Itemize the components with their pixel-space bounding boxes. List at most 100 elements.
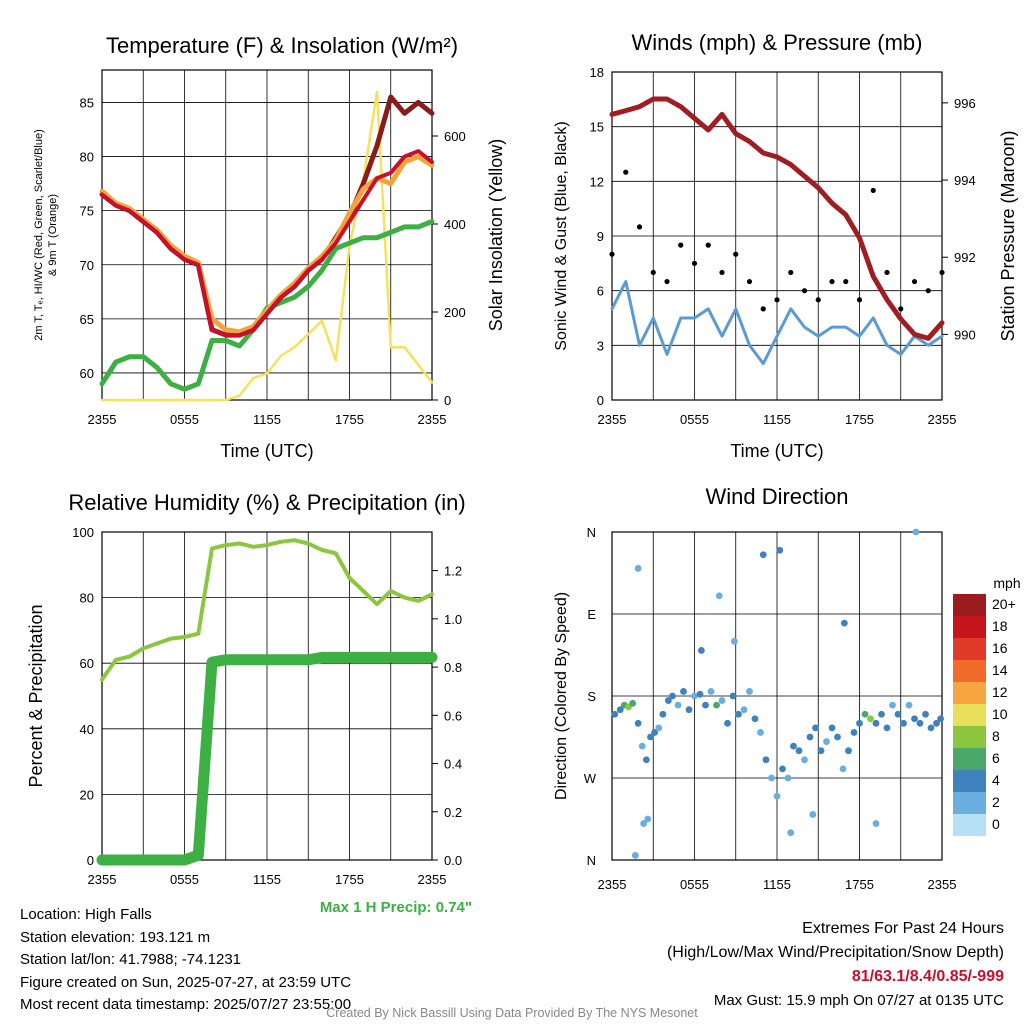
direction-point	[655, 724, 663, 732]
rh-xtick-label: 2355	[418, 872, 447, 887]
direction-point	[729, 692, 737, 700]
winds-y2tick-label: 994	[954, 173, 976, 188]
gust-point	[801, 288, 808, 294]
gust-point	[733, 251, 739, 257]
direction-point	[872, 820, 880, 827]
wdir-ytick-label: E	[587, 607, 596, 622]
temp-ytick-label: 65	[80, 312, 94, 327]
rh-ytick-label: 40	[80, 722, 94, 737]
rh-xtick-label: 1755	[335, 872, 364, 887]
direction-point	[905, 701, 913, 709]
legend-title: mph	[993, 575, 1020, 591]
direction-point	[823, 738, 830, 745]
legend-label: 18	[992, 618, 1008, 634]
direction-point	[867, 715, 874, 723]
winds-xtick-label: 1155	[763, 412, 791, 427]
gust-point	[815, 297, 821, 303]
direction-point	[840, 619, 848, 627]
winds-y2tick-label: 990	[954, 327, 976, 342]
winds-ytick-label: 18	[590, 65, 604, 80]
winds-ylabel: Sonic Wind & Gust (Blue, Black)	[553, 121, 570, 350]
direction-point	[644, 815, 652, 823]
winds-xtick-label: 2355	[928, 412, 957, 427]
temp-ytick-label: 80	[80, 150, 94, 165]
temp-title: Temperature (F) & Insolation (W/m²)	[106, 33, 458, 58]
direction-point	[911, 715, 918, 723]
direction-point	[900, 719, 907, 727]
rh-ytick-label: 60	[80, 656, 94, 671]
direction-point	[629, 699, 637, 707]
temp-ylabel-line1: 2m T, Tₑ, HI/WC (Red, Green, Scarlet/Blu…	[33, 129, 45, 341]
gust-point	[774, 297, 780, 303]
direction-point	[894, 710, 902, 718]
legend-label: 20+	[992, 596, 1016, 612]
gust-point	[705, 242, 711, 248]
direction-point	[776, 546, 784, 554]
direction-point	[718, 697, 726, 704]
temp-xtick-label: 2355	[88, 412, 117, 427]
gust-point	[691, 260, 698, 266]
direction-point	[856, 719, 863, 727]
figure-created: Figure created on Sun, 2025-07-27, at 23…	[20, 973, 352, 991]
legend-swatch	[953, 704, 986, 726]
direction-point	[779, 765, 786, 773]
direction-point	[715, 592, 723, 600]
gust-point	[939, 269, 945, 276]
gust-point	[664, 278, 670, 285]
wdir-ylabel: Direction (Colored By Speed)	[553, 592, 570, 800]
direction-point	[696, 690, 704, 698]
winds-ytick-label: 6	[597, 284, 604, 299]
legend-swatch	[953, 616, 986, 638]
legend-swatch	[953, 594, 986, 616]
direction-point	[691, 692, 698, 700]
rh-xtick-label: 1155	[253, 872, 281, 887]
extremes-values: 81/63.1/8.4/0.85/-999	[851, 968, 1004, 985]
legend-swatch	[953, 814, 986, 836]
gust-point	[925, 288, 931, 294]
winds-y2tick-label: 996	[954, 96, 976, 111]
direction-point	[889, 701, 896, 709]
gust-point	[911, 278, 918, 285]
legend-swatch	[953, 770, 986, 792]
direction-point	[878, 710, 885, 718]
temp-ytick-label: 70	[80, 258, 94, 273]
station-location: Location: High Falls	[20, 906, 152, 923]
wdir-title: Wind Direction	[705, 484, 848, 509]
winds-xtick-label: 2355	[598, 412, 627, 427]
gust-point	[829, 278, 835, 285]
direction-point	[634, 565, 642, 572]
rh-y2tick-label: 0.4	[444, 757, 462, 772]
rh-y2tick-label: 0.8	[444, 660, 462, 675]
direction-point	[707, 688, 715, 695]
recent-timestamp: Most recent data timestamp: 2025/07/27 2…	[20, 996, 352, 1013]
temp-y2label: Solar Insolation (Yellow)	[486, 139, 506, 331]
legend-label: 2	[992, 794, 1000, 810]
rh-y2tick-label: 1.0	[444, 612, 462, 627]
gust-point	[623, 169, 629, 175]
direction-point	[784, 774, 792, 782]
gust-point	[788, 269, 794, 276]
direction-point	[801, 756, 808, 764]
gust-point	[678, 242, 684, 248]
station-pressure-line	[609, 96, 945, 341]
gust-point	[856, 297, 863, 303]
precipitation-line	[96, 651, 438, 866]
direction-point	[927, 724, 935, 732]
gust-point	[609, 251, 615, 257]
direction-point	[697, 647, 705, 654]
gust-point	[843, 278, 849, 285]
rh-ytick-label: 20	[80, 787, 94, 802]
legend-label: 14	[992, 662, 1008, 678]
extremes-block: Extremes For Past 24 Hours (High/Low/Max…	[667, 917, 1004, 1013]
rh-y2tick-label: 0.2	[444, 805, 462, 820]
temp-y2tick-label: 0	[444, 393, 451, 408]
wdir-xtick-label: 1155	[763, 877, 791, 892]
gust-point	[650, 269, 656, 276]
direction-point	[751, 715, 759, 723]
rh-title: Relative Humidity (%) & Precipitation (i…	[68, 490, 465, 515]
direction-point	[828, 724, 836, 732]
gust-point	[870, 187, 876, 194]
direction-point	[664, 697, 672, 704]
temp-xtick-label: 2355	[418, 412, 447, 427]
